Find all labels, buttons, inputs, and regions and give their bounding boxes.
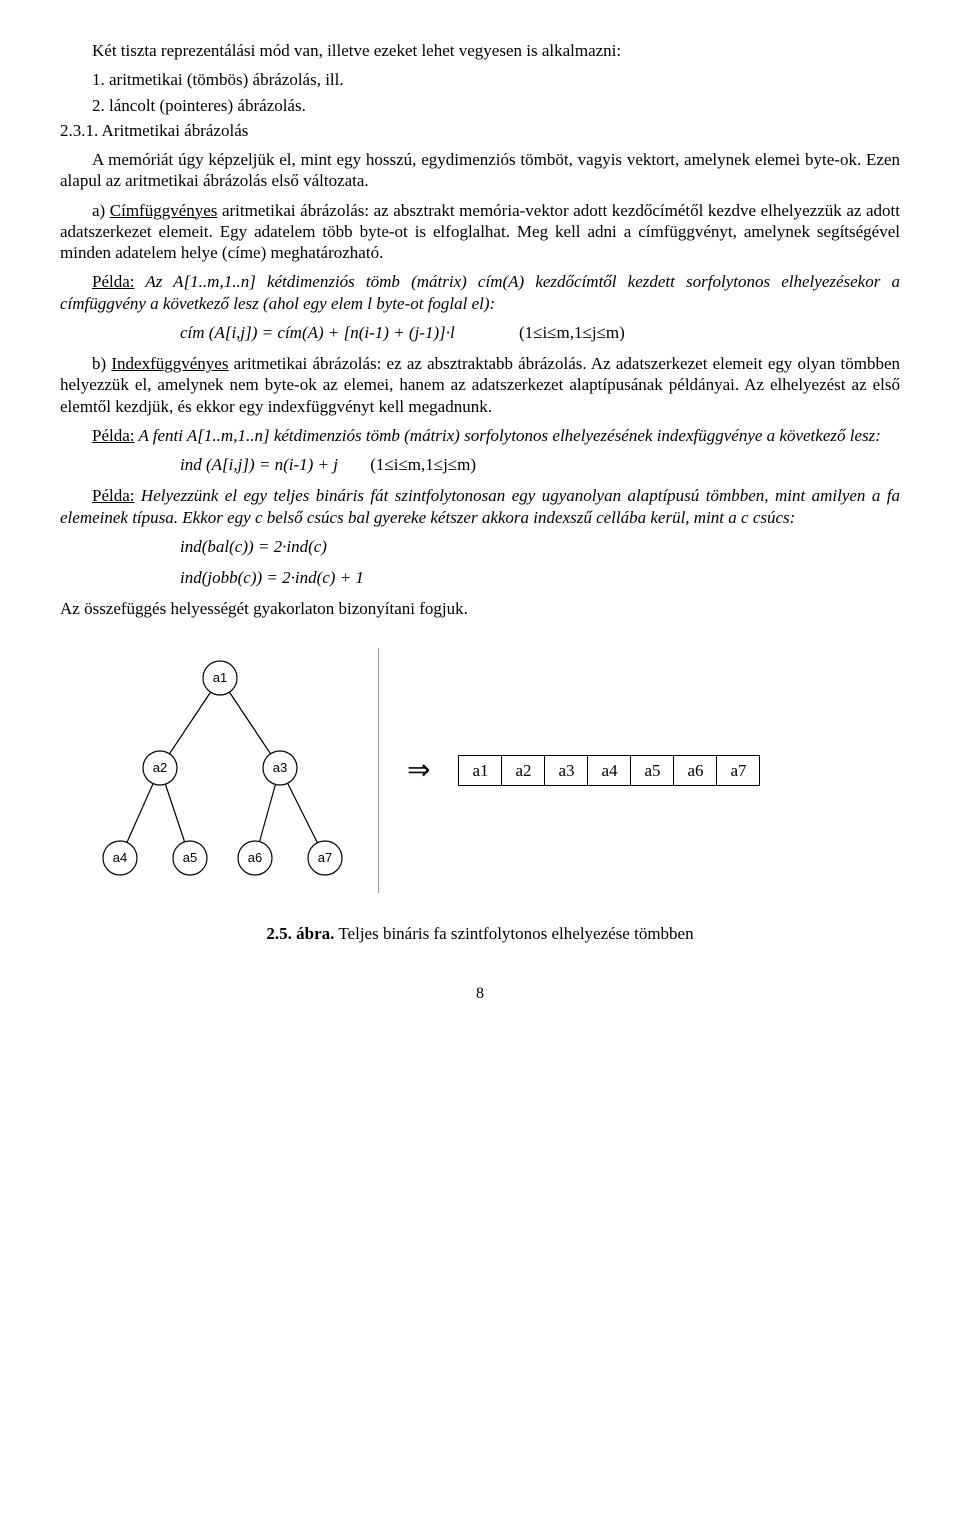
arrow-icon: ⇒ (407, 753, 430, 788)
array-row: a1a2a3a4a5a6a7 (459, 755, 760, 785)
formula-1-expr: cím (A[i,j]) = cím(A) + [n(i-1) + (j-1)]… (180, 323, 455, 342)
formula-4: ind(jobb(c)) = 2·ind(c) + 1 (180, 567, 900, 588)
tree-node-label: a6 (248, 850, 262, 865)
p6-label: Példa: (92, 486, 135, 505)
p4-underline: Indexfüggvényes (111, 354, 228, 373)
array-cell: a3 (545, 755, 588, 785)
array-cell: a5 (631, 755, 674, 785)
formula-2-cond: (1≤i≤m,1≤j≤m) (370, 455, 476, 474)
paragraph-4: b) Indexfüggvényes aritmetikai ábrázolás… (60, 353, 900, 417)
p5-label: Példa: (92, 426, 135, 445)
section-231-heading: 2.3.1. Aritmetikai ábrázolás (60, 120, 900, 141)
formula-1-cond: (1≤i≤m,1≤j≤m) (519, 323, 625, 342)
p5-text: A fenti A[1..m,1..n] kétdimenziós tömb (… (135, 426, 881, 445)
figure-2-5: a1a2a3a4a5a6a7 ⇒ a1a2a3a4a5a6a7 (90, 648, 900, 893)
figure-caption: 2.5. ábra. Teljes bináris fa szintfolyto… (60, 923, 900, 944)
caption-text: Teljes bináris fa szintfolytonos elhelye… (334, 924, 693, 943)
array-cell: a4 (588, 755, 631, 785)
p6-text: Helyezzünk el egy teljes bináris fát szi… (60, 486, 900, 526)
formula-1: cím (A[i,j]) = cím(A) + [n(i-1) + (j-1)]… (180, 322, 900, 343)
paragraph-6: Példa: Helyezzünk el egy teljes bináris … (60, 485, 900, 528)
formula-2-expr: ind (A[i,j]) = n(i-1) + j (180, 455, 338, 474)
p2-prefix: a) (92, 201, 110, 220)
page-number: 8 (60, 984, 900, 1004)
tree-svg: a1 a2 a3 a4 a5 a6 a7 (90, 648, 360, 888)
paragraph-3: Példa: Az A[1..m,1..n] kétdimenziós tömb… (60, 271, 900, 314)
p3-text: Az A[1..m,1..n] kétdimenziós tömb (mátri… (60, 272, 900, 312)
p4-prefix: b) (92, 354, 111, 373)
tree-diagram: a1 a2 a3 a4 a5 a6 a7 (90, 648, 379, 893)
tree-node-label: a7 (318, 850, 332, 865)
paragraph-7: Az összefüggés helyességét gyakorlaton b… (60, 598, 900, 619)
formula-2: ind (A[i,j]) = n(i-1) + j (1≤i≤m,1≤j≤m) (180, 454, 900, 475)
formula-3: ind(bal(c)) = 2·ind(c) (180, 536, 900, 557)
paragraph-2: a) Címfüggvényes aritmetikai ábrázolás: … (60, 200, 900, 264)
p2-underline: Címfüggvényes (110, 201, 218, 220)
array-cell: a1 (459, 755, 502, 785)
array-cell: a2 (502, 755, 545, 785)
paragraph-1: A memóriát úgy képzeljük el, mint egy ho… (60, 149, 900, 192)
list-item-2: 2. láncolt (pointeres) ábrázolás. (92, 95, 900, 116)
intro-text: Két tiszta reprezentálási mód van, illet… (60, 40, 900, 61)
paragraph-5: Példa: A fenti A[1..m,1..n] kétdimenziós… (60, 425, 900, 446)
tree-node-label: a4 (113, 850, 127, 865)
array-table: a1a2a3a4a5a6a7 (458, 755, 760, 786)
tree-node-label: a1 (213, 670, 227, 685)
array-cell: a7 (717, 755, 760, 785)
p3-label: Példa: (92, 272, 135, 291)
tree-node-label: a2 (153, 760, 167, 775)
array-cell: a6 (674, 755, 717, 785)
caption-number: 2.5. ábra. (266, 924, 334, 943)
list-item-1: 1. aritmetikai (tömbös) ábrázolás, ill. (92, 69, 900, 90)
tree-node-label: a5 (183, 850, 197, 865)
tree-node-label: a3 (273, 760, 287, 775)
